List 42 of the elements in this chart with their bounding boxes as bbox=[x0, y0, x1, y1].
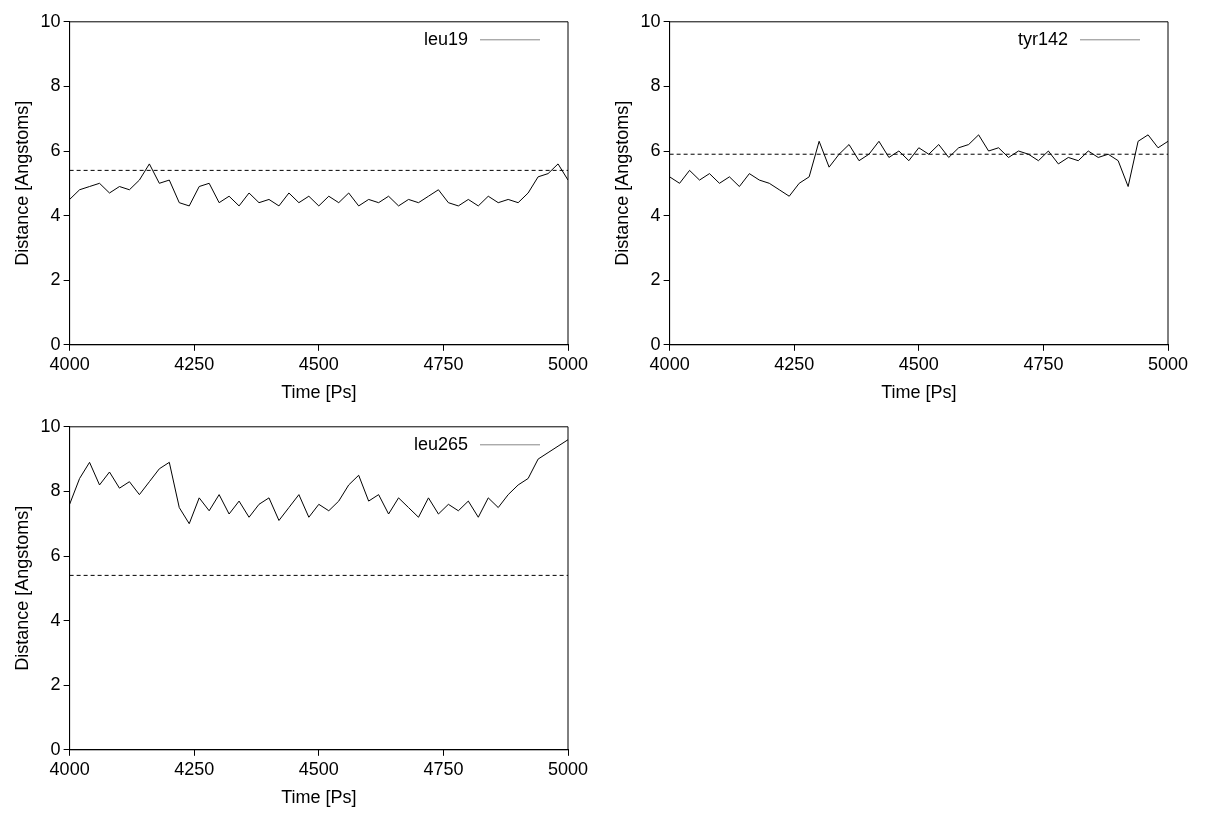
text: leu265 bbox=[413, 433, 468, 454]
x-tick-label: 4250 bbox=[174, 758, 215, 779]
y-tick-label: 6 bbox=[50, 544, 61, 565]
y-tick-label: 8 bbox=[50, 75, 61, 96]
x-tick-label: 4250 bbox=[774, 353, 815, 374]
x-tick-label: 4750 bbox=[423, 758, 464, 779]
y-tick-label: 2 bbox=[50, 269, 61, 290]
x-tick-label: 4000 bbox=[49, 758, 90, 779]
y-tick-label: 8 bbox=[50, 480, 61, 501]
text: tyr142 bbox=[1017, 28, 1068, 49]
y-tick-label: 4 bbox=[650, 204, 661, 225]
y-tick-label: 8 bbox=[650, 75, 661, 96]
x-axis-title: Time [Ps] bbox=[281, 382, 357, 403]
x-tick-label: 4250 bbox=[174, 353, 215, 374]
y-tick-label: 6 bbox=[650, 139, 661, 160]
y-tick-label: 0 bbox=[50, 738, 61, 759]
x-tick-label: 4500 bbox=[298, 758, 339, 779]
x-axis-title: Time [Ps] bbox=[281, 787, 357, 808]
y-tick-label: 6 bbox=[50, 139, 61, 160]
x-tick-label: 5000 bbox=[547, 758, 589, 779]
y-axis-title: Distance [Angstoms] bbox=[11, 505, 32, 671]
y-tick-label: 10 bbox=[40, 10, 61, 31]
x-tick-label: 4000 bbox=[49, 353, 90, 374]
x-tick-label: 4000 bbox=[649, 353, 690, 374]
x-tick-label: 5000 bbox=[1147, 353, 1189, 374]
y-tick-label: 2 bbox=[50, 674, 61, 695]
y-tick-label: 4 bbox=[50, 609, 61, 630]
x-axis-title: Time [Ps] bbox=[881, 382, 957, 403]
y-tick-label: 10 bbox=[640, 10, 661, 31]
y-axis-title: Distance [Angstoms] bbox=[11, 100, 32, 266]
y-tick-label: 2 bbox=[650, 269, 661, 290]
y-axis-title: Distance [Angstoms] bbox=[611, 100, 632, 266]
x-tick-label: 4500 bbox=[298, 353, 339, 374]
x-tick-label: 5000 bbox=[547, 353, 589, 374]
y-tick-label: 0 bbox=[50, 333, 61, 354]
text: leu19 bbox=[423, 28, 468, 49]
x-tick-label: 4500 bbox=[898, 353, 939, 374]
y-tick-label: 0 bbox=[650, 333, 661, 354]
x-tick-label: 4750 bbox=[423, 353, 464, 374]
y-tick-label: 10 bbox=[40, 415, 61, 436]
y-tick-label: 4 bbox=[50, 204, 61, 225]
x-tick-label: 4750 bbox=[1023, 353, 1064, 374]
